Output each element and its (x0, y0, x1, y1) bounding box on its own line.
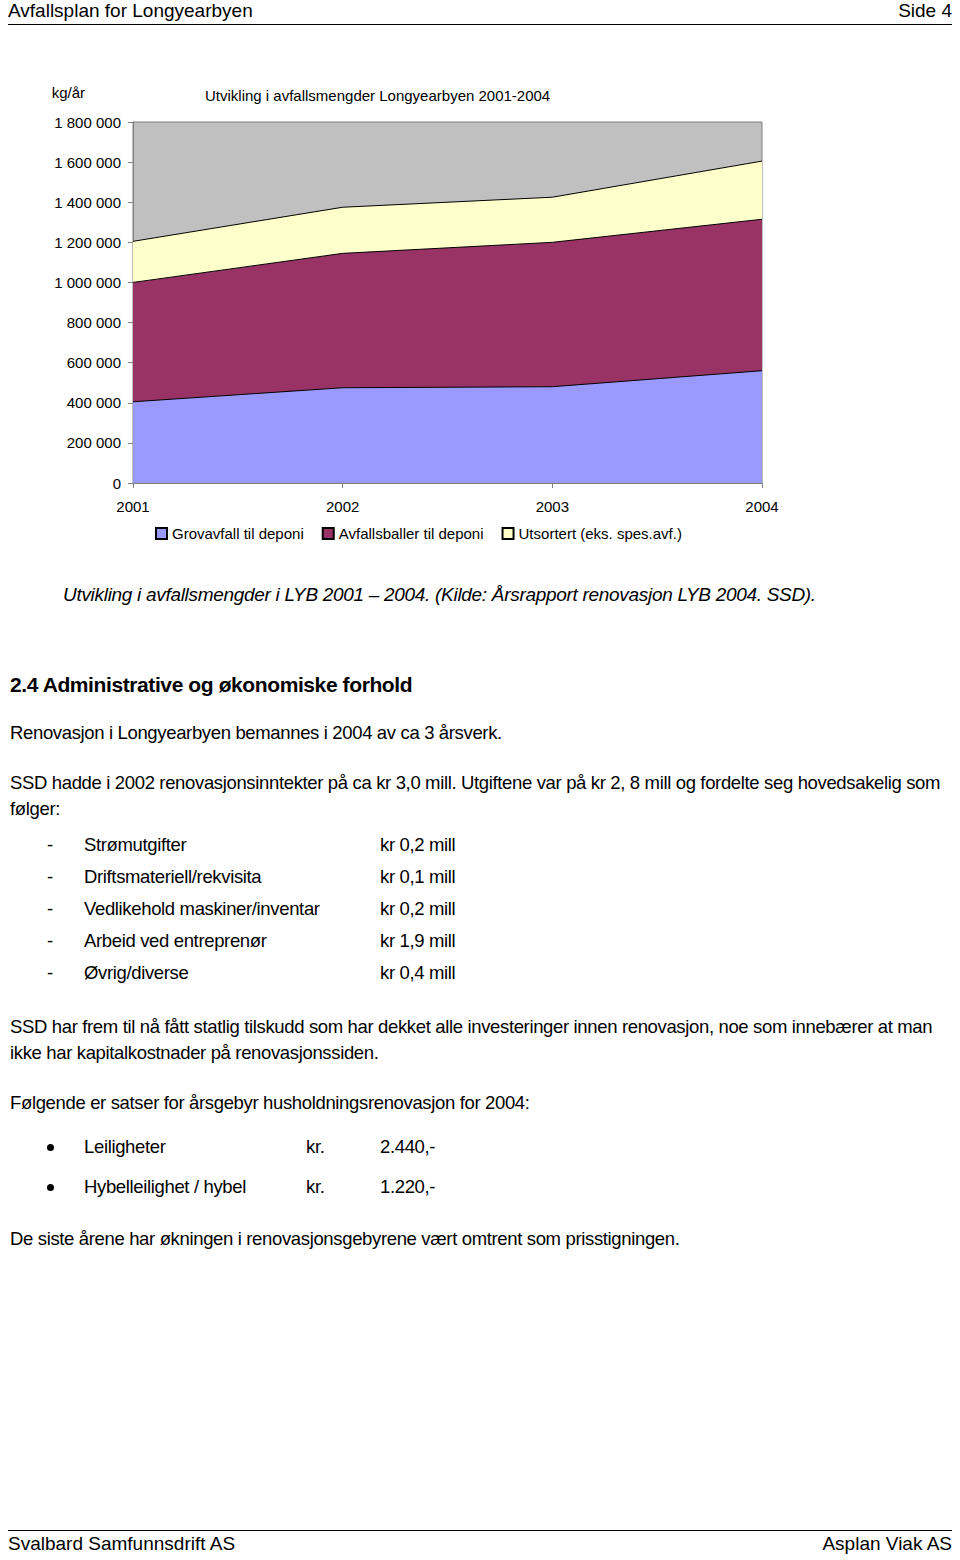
html-text:2.440,-: 2.440,- (380, 1136, 436, 1157)
svg-text:Utvikling i avfallsmengder Lon: Utvikling i avfallsmengder Longyearbyen … (205, 87, 550, 104)
html-text:Driftsmateriell/rekvisita: Driftsmateriell/rekvisita (84, 866, 262, 887)
html-text:SSD har frem til nå fått statl: SSD har frem til nå fått statlig tilskud… (10, 1016, 933, 1063)
svg-text:Grovavfall til deponi: Grovavfall til deponi (172, 525, 304, 542)
html-text:kr 0,2 mill: kr 0,2 mill (380, 898, 456, 919)
svg-text:1 800 000: 1 800 000 (54, 114, 121, 131)
svg-text:1 400 000: 1 400 000 (54, 194, 121, 211)
svg-text:2004: 2004 (745, 498, 778, 515)
svg-text:kg/år: kg/år (52, 84, 85, 101)
svg-text:200 000: 200 000 (67, 434, 121, 451)
html-text:Følgende er satser for årsgeby: Følgende er satser for årsgebyr husholdn… (10, 1092, 530, 1113)
html-text:Hybelleilighet / hybel: Hybelleilighet / hybel (84, 1176, 246, 1197)
svg-text:600 000: 600 000 (67, 354, 121, 371)
html-text:kr.: kr. (306, 1176, 325, 1197)
svg-text:1 600 000: 1 600 000 (54, 154, 121, 171)
html-text:Avfallsplan for Longyearbyen: Avfallsplan for Longyearbyen (8, 0, 253, 21)
html-text:Arbeid ved entreprenør: Arbeid ved entreprenør (84, 930, 267, 951)
svg-text:0: 0 (113, 475, 121, 492)
html-text:Øvrig/diverse: Øvrig/diverse (84, 962, 189, 983)
svg-text:400 000: 400 000 (67, 394, 121, 411)
svg-text:Avfallsballer til deponi: Avfallsballer til deponi (339, 525, 484, 542)
svg-text:1 000 000: 1 000 000 (54, 274, 121, 291)
html-text:2.4 Administrative og økonomis: 2.4 Administrative og økonomiske forhold (10, 673, 413, 696)
html-text:Utvikling i avfallsmengder i L: Utvikling i avfallsmengder i LYB 2001 – … (63, 584, 816, 605)
html-text:Strømutgifter: Strømutgifter (84, 834, 187, 855)
html-text:kr 1,9 mill: kr 1,9 mill (380, 930, 456, 951)
html-text:Asplan Viak AS: Asplan Viak AS (822, 1533, 952, 1554)
svg-text:1 200 000: 1 200 000 (54, 234, 121, 251)
svg-text:2003: 2003 (536, 498, 569, 515)
html-text:Side 4: Side 4 (898, 0, 952, 21)
html-text:Leiligheter: Leiligheter (84, 1136, 166, 1157)
html-text:kr 0,1 mill: kr 0,1 mill (380, 866, 456, 887)
html-text:kr 0,4 mill: kr 0,4 mill (380, 962, 456, 983)
html-text:kr 0,2 mill: kr 0,2 mill (380, 834, 456, 855)
html-text:SSD hadde i 2002 renovasjonsin: SSD hadde i 2002 renovasjonsinntekter på… (10, 772, 941, 819)
svg-text:2001: 2001 (116, 498, 149, 515)
html-text:1.220,-: 1.220,- (380, 1176, 436, 1197)
svg-text:Utsortert (eks. spes.avf.): Utsortert (eks. spes.avf.) (519, 525, 682, 542)
html-text:Vedlikehold maskiner/inventar: Vedlikehold maskiner/inventar (84, 898, 320, 919)
html-text:Renovasjon i Longyearbyen bema: Renovasjon i Longyearbyen bemannes i 200… (10, 722, 502, 743)
svg-text:800 000: 800 000 (67, 314, 121, 331)
svg-text:2002: 2002 (326, 498, 359, 515)
html-text:De siste årene har økningen i: De siste årene har økningen i renovasjon… (10, 1228, 680, 1249)
html-text:kr.: kr. (306, 1136, 325, 1157)
html-text:Svalbard Samfunnsdrift AS: Svalbard Samfunnsdrift AS (8, 1533, 236, 1554)
